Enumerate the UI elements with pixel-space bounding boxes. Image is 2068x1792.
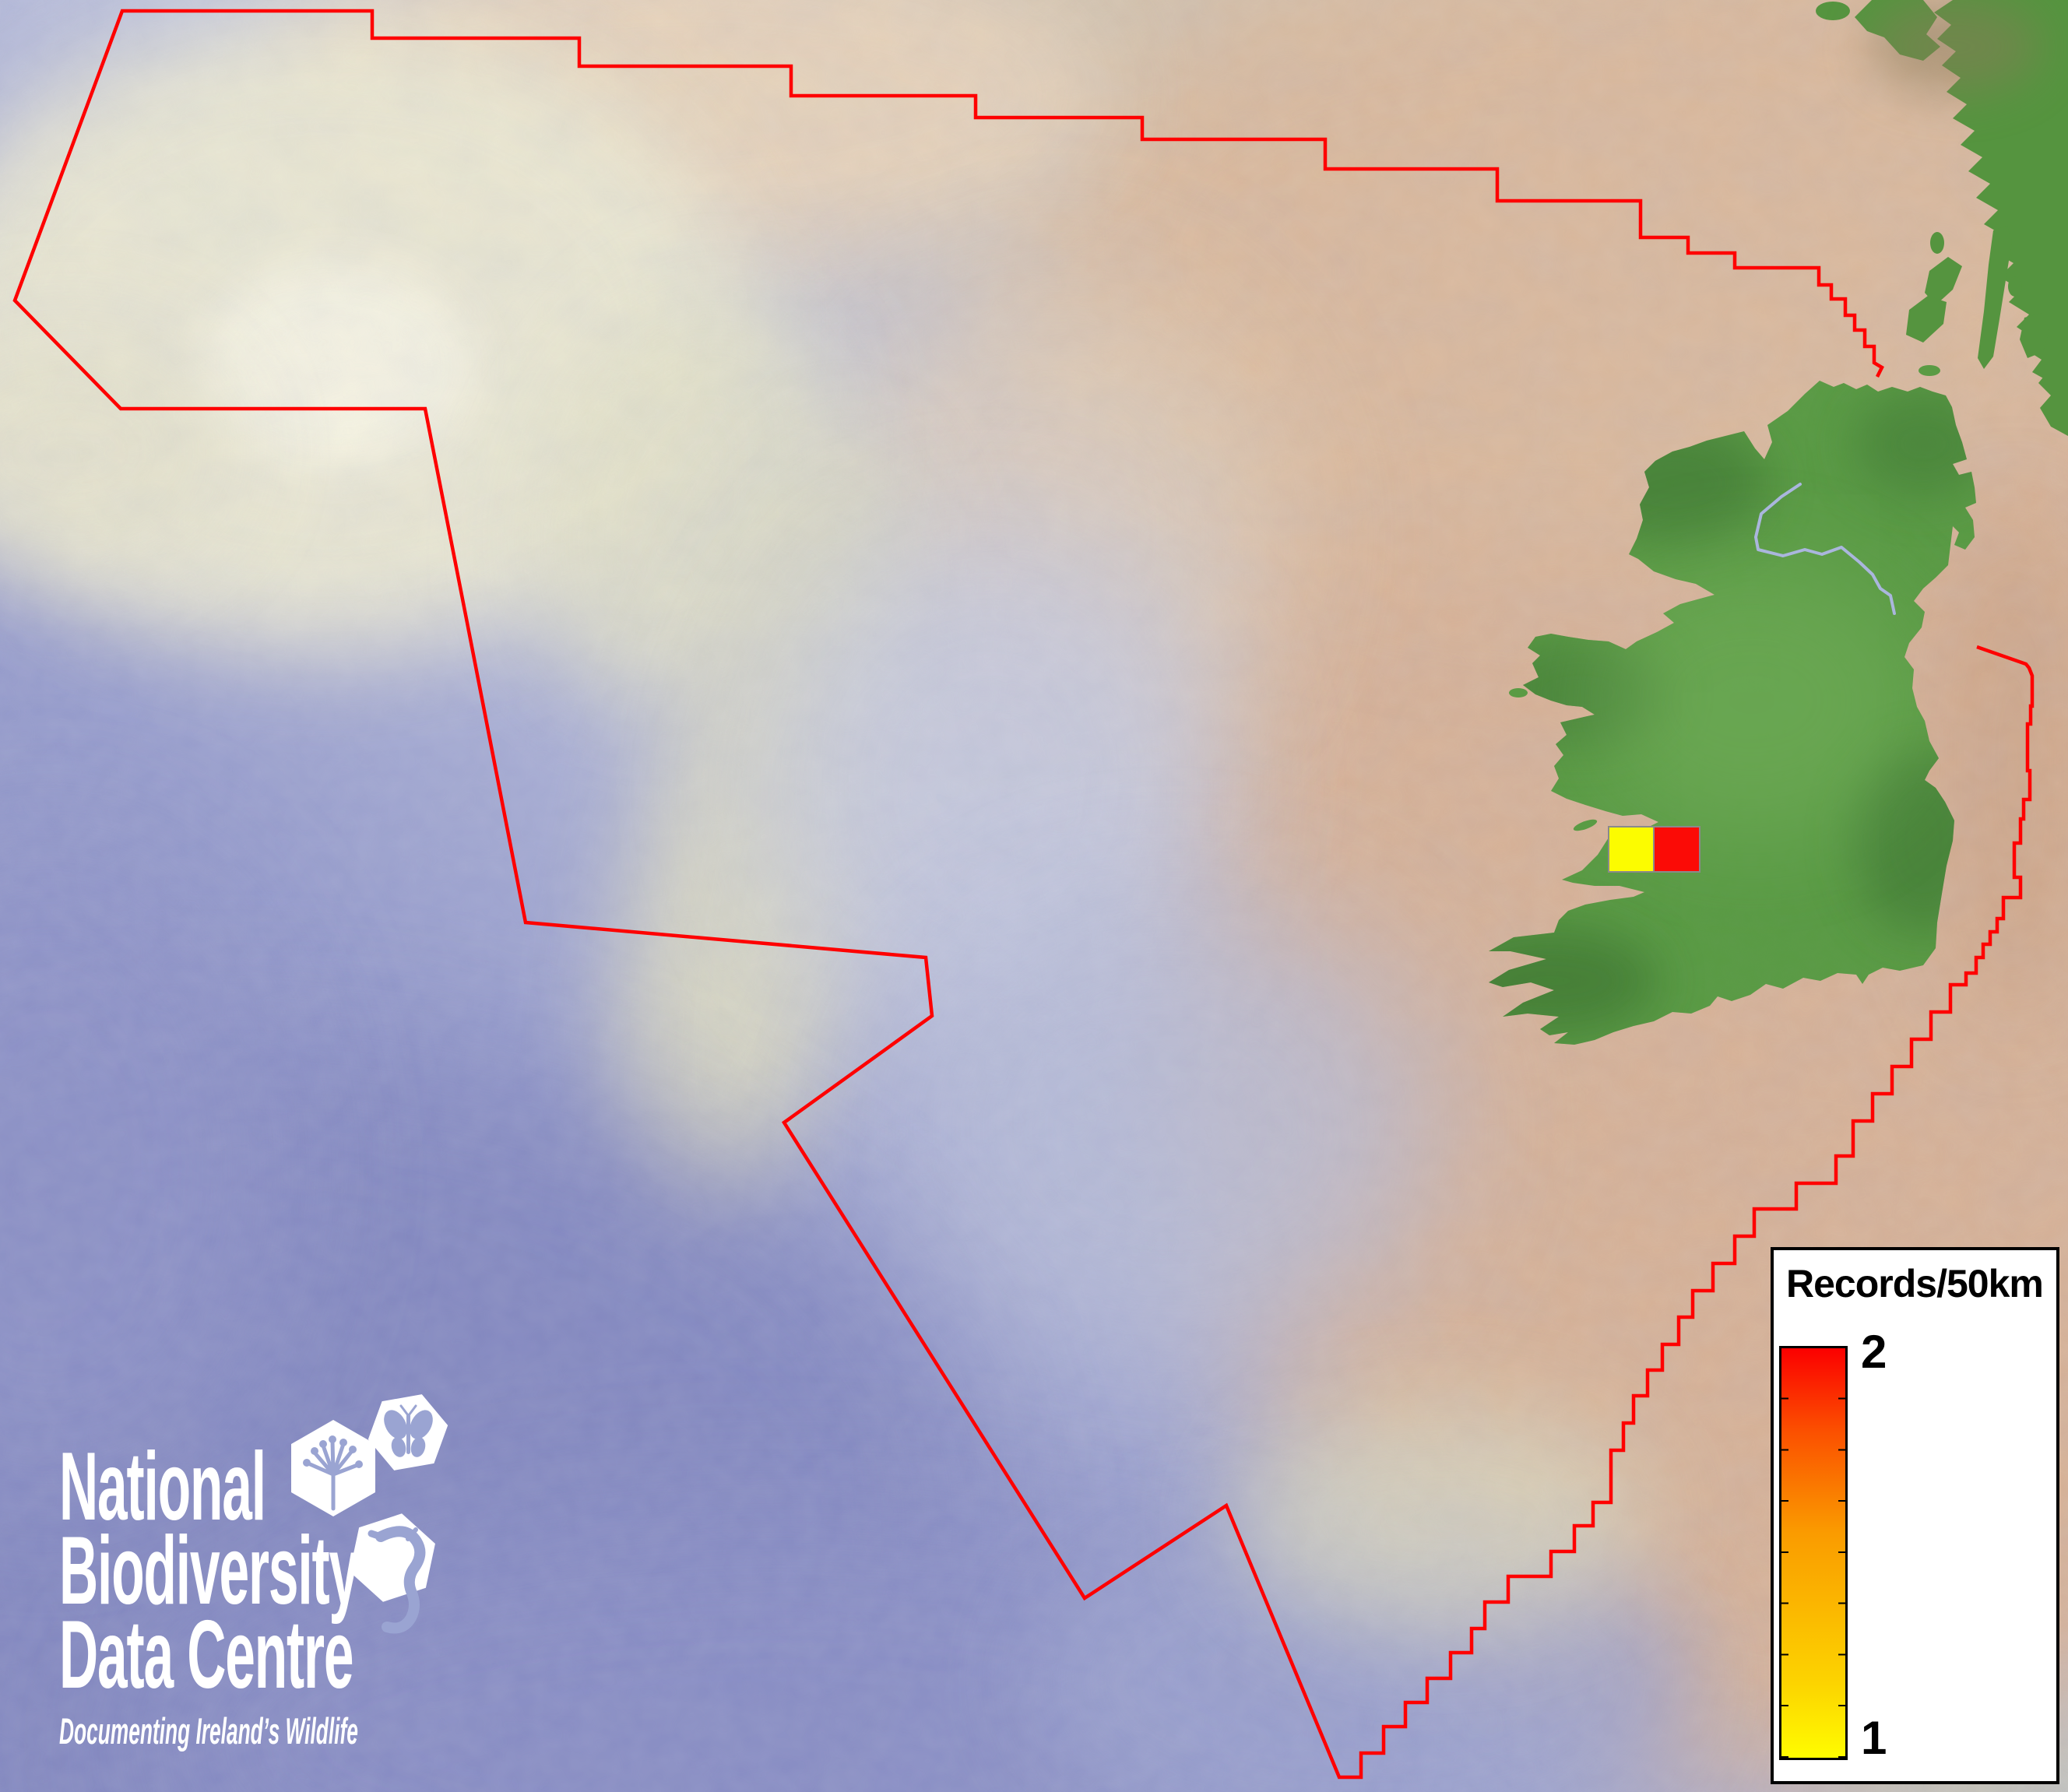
- legend-panel: Records/50km 2 1: [1771, 1247, 2059, 1784]
- legend-gradient-bar: [1779, 1346, 1848, 1760]
- legend-min-label: 1: [1861, 1711, 1887, 1765]
- tiree-island: [1816, 2, 1850, 20]
- legend-max-label: 2: [1861, 1325, 1887, 1379]
- bute-island: [2008, 276, 2022, 297]
- legend-ticks-right: [1838, 1348, 1845, 1758]
- logo-line-1: National: [59, 1445, 358, 1529]
- logo-line-2: Biodiversity: [59, 1529, 358, 1613]
- record-grid-cells: [1609, 827, 1700, 872]
- logo-line-3: Data Centre: [59, 1613, 358, 1697]
- logo-tagline: Documenting Ireland’s Wildlife: [59, 1709, 358, 1752]
- legend-title: Records/50km: [1786, 1261, 2043, 1306]
- legend-ticks-left: [1781, 1348, 1788, 1758]
- record-cell-value-2: [1654, 827, 1700, 872]
- nbdc-logo-text: National Biodiversity Data Centre Docume…: [59, 1445, 358, 1752]
- record-cell-value-1: [1609, 827, 1654, 872]
- colonsay-island: [1930, 232, 1944, 254]
- achill-islet: [1509, 688, 1528, 697]
- nbdc-logo: National Biodiversity Data Centre Docume…: [59, 1445, 593, 1752]
- highland-shading: [1869, 0, 2040, 93]
- rathlin-island: [1919, 365, 1940, 376]
